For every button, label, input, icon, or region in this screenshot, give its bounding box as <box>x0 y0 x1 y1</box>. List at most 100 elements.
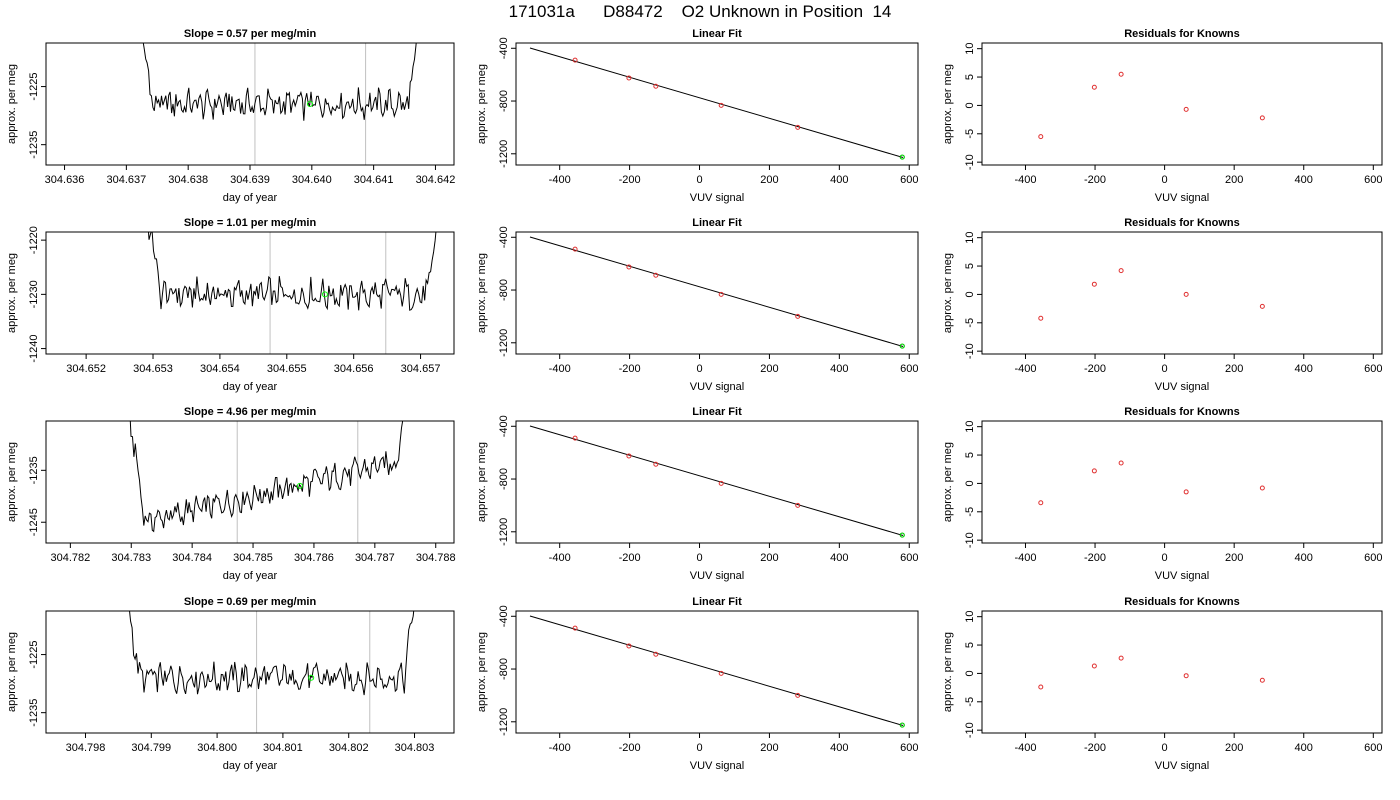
y-tick-label: 10 <box>964 421 976 433</box>
x-tick-label: 400 <box>830 174 848 186</box>
y-tick-label: -1235 <box>28 131 40 159</box>
x-tick-label: 304.788 <box>416 552 456 564</box>
y-axis-label: approx. per meg <box>6 442 18 522</box>
plot-frame <box>515 42 919 166</box>
chart-panel-r2-c1: Slope = 1.01 per meg/min 304.652 304.653 30… <box>6 217 455 393</box>
y-tick-label: -800 <box>498 468 510 490</box>
plot-frame <box>45 42 455 166</box>
x-axis-label: day of year <box>223 570 278 582</box>
y-axis-label: approx. per meg <box>942 632 954 712</box>
unknown-sample-point <box>899 722 905 728</box>
x-tick-label: -400 <box>549 552 571 564</box>
chart-panel-r2-c2: Linear Fit -400 -200 0 200 400 600 -400 -800 -120… <box>476 217 919 393</box>
known-standard-point <box>572 246 578 252</box>
x-tick-label: 400 <box>1295 552 1313 564</box>
y-tick-label: -1230 <box>28 280 40 308</box>
known-standard-point <box>1091 468 1097 474</box>
known-standard-point <box>572 625 578 631</box>
chart-panel-r1-c1: Slope = 0.57 per meg/min 304.636 304.637 30… <box>6 28 455 204</box>
y-tick-label: -10 <box>964 722 976 738</box>
known-standard-point <box>1118 655 1124 661</box>
y-tick-label: -1200 <box>498 329 510 357</box>
unknown-sample-point <box>899 532 905 538</box>
known-standard-point <box>795 502 801 508</box>
plot-frame <box>45 420 455 544</box>
x-tick-label: 304.782 <box>50 552 90 564</box>
y-tick-label: -1225 <box>28 73 40 101</box>
y-axis-label: approx. per meg <box>6 632 18 712</box>
y-tick-label: 10 <box>964 232 976 244</box>
x-tick-label: 400 <box>1295 363 1313 375</box>
y-axis-label: approx. per meg <box>476 253 488 333</box>
x-tick-label: -200 <box>1084 742 1106 754</box>
y-tick-label: 10 <box>964 43 976 55</box>
y-tick-label: -1200 <box>498 518 510 546</box>
plot-area <box>129 421 404 543</box>
x-axis-label: day of year <box>223 192 278 204</box>
x-tick-label: -200 <box>619 363 641 375</box>
x-tick-label: 304.786 <box>294 552 334 564</box>
x-tick-label: -400 <box>549 363 571 375</box>
y-tick-label: -400 <box>498 226 510 248</box>
panel-title: Slope = 0.69 per meg/min <box>184 596 317 608</box>
known-standard-point <box>1118 268 1124 274</box>
y-tick-label: -5 <box>964 507 976 517</box>
y-tick-label: -400 <box>498 415 510 437</box>
y-tick-label: -400 <box>498 37 510 59</box>
x-tick-label: 200 <box>760 552 778 564</box>
plot-area <box>529 236 905 349</box>
x-axis-label: day of year <box>223 760 278 772</box>
plot-frame <box>981 610 1383 734</box>
known-standard-point <box>1091 663 1097 669</box>
panel-title: Linear Fit <box>692 406 742 418</box>
plot-frame <box>45 231 455 355</box>
x-tick-label: 200 <box>760 174 778 186</box>
chart-panel-r2-c3: Residuals for Knowns -400 -200 0 200 400 600 -1… <box>942 217 1383 393</box>
x-tick-label: -400 <box>1014 742 1036 754</box>
x-tick-label: 200 <box>1225 174 1243 186</box>
x-tick-label: 0 <box>1162 742 1168 754</box>
x-tick-label: 400 <box>830 363 848 375</box>
plot-area <box>129 611 415 733</box>
x-tick-label: 600 <box>1364 552 1382 564</box>
signal-trace <box>129 611 415 696</box>
x-tick-label: 400 <box>830 552 848 564</box>
known-standard-point <box>1118 460 1124 466</box>
x-axis-label: VUV signal <box>690 192 744 204</box>
plot-frame <box>981 42 1383 166</box>
known-standard-point <box>1091 281 1097 287</box>
known-standard-point <box>1183 673 1189 679</box>
y-tick-label: -1245 <box>28 508 40 536</box>
known-standard-point <box>653 83 659 89</box>
signal-trace <box>147 232 437 311</box>
x-tick-label: 600 <box>1364 363 1382 375</box>
y-tick-label: -5 <box>964 129 976 139</box>
x-tick-label: 200 <box>760 742 778 754</box>
x-tick-label: 304.655 <box>267 363 307 375</box>
known-standard-point <box>1118 71 1124 77</box>
x-tick-label: 0 <box>696 742 702 754</box>
y-tick-label: 0 <box>964 291 976 297</box>
chart-panel-r3-c3: Residuals for Knowns -400 -200 0 200 400 600 -1… <box>942 406 1383 582</box>
y-tick-label: -10 <box>964 154 976 170</box>
y-tick-label: 5 <box>964 452 976 458</box>
panel-title: Slope = 4.96 per meg/min <box>184 406 317 418</box>
fit-line <box>529 615 904 726</box>
x-tick-label: 304.657 <box>401 363 441 375</box>
panel-title: Linear Fit <box>692 596 742 608</box>
x-tick-label: 304.654 <box>200 363 240 375</box>
x-tick-label: -400 <box>549 742 571 754</box>
x-tick-label: 0 <box>696 174 702 186</box>
x-tick-label: 0 <box>696 363 702 375</box>
fit-line <box>529 47 904 158</box>
unknown-sample-point <box>899 343 905 349</box>
known-standard-point <box>1259 115 1265 121</box>
x-tick-label: 304.636 <box>45 174 85 186</box>
plot-frame <box>45 610 455 734</box>
x-tick-label: 600 <box>1364 742 1382 754</box>
x-tick-label: 0 <box>696 552 702 564</box>
y-tick-label: -10 <box>964 532 976 548</box>
panel-title: Linear Fit <box>692 28 742 40</box>
plot-area <box>529 47 905 160</box>
x-tick-label: 304.784 <box>172 552 212 564</box>
